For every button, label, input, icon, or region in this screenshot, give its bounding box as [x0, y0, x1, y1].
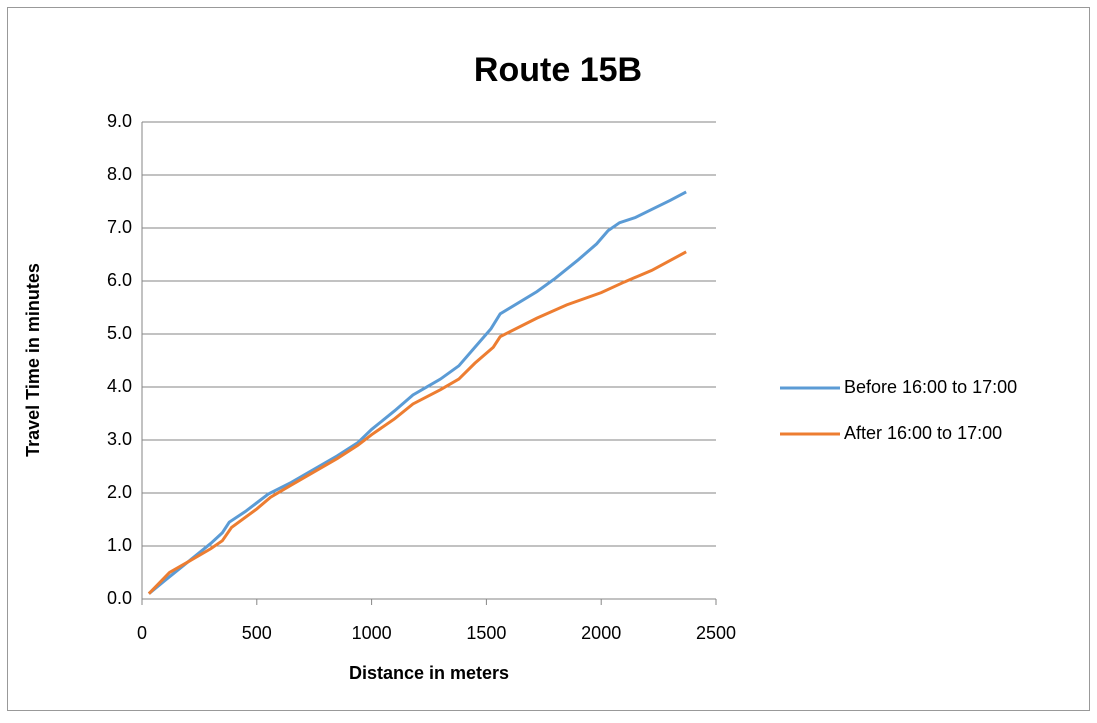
- x-tick-label: 0: [137, 623, 147, 643]
- y-tick-label: 5.0: [107, 323, 132, 343]
- y-tick-label: 9.0: [107, 111, 132, 131]
- x-tick-label: 1500: [466, 623, 506, 643]
- y-tick-label: 7.0: [107, 217, 132, 237]
- x-tick-label: 2500: [696, 623, 736, 643]
- x-tick-label: 2000: [581, 623, 621, 643]
- x-tick-label: 500: [242, 623, 272, 643]
- x-axis-label: Distance in meters: [349, 663, 509, 683]
- legend-label: Before 16:00 to 17:00: [844, 377, 1017, 397]
- y-tick-label: 3.0: [107, 429, 132, 449]
- y-tick-label: 0.0: [107, 588, 132, 608]
- y-tick-label: 8.0: [107, 164, 132, 184]
- chart-border: [7, 7, 1090, 711]
- y-tick-label: 4.0: [107, 376, 132, 396]
- y-tick-label: 6.0: [107, 270, 132, 290]
- legend-label: After 16:00 to 17:00: [844, 423, 1002, 443]
- line-series: [147, 190, 687, 595]
- line-series: [147, 250, 687, 595]
- chart-title: Route 15B: [474, 51, 642, 89]
- x-tick-label: 1000: [352, 623, 392, 643]
- y-tick-label: 1.0: [107, 535, 132, 555]
- y-tick-label: 2.0: [107, 482, 132, 502]
- y-axis-label: Travel Time in minutes: [23, 263, 43, 457]
